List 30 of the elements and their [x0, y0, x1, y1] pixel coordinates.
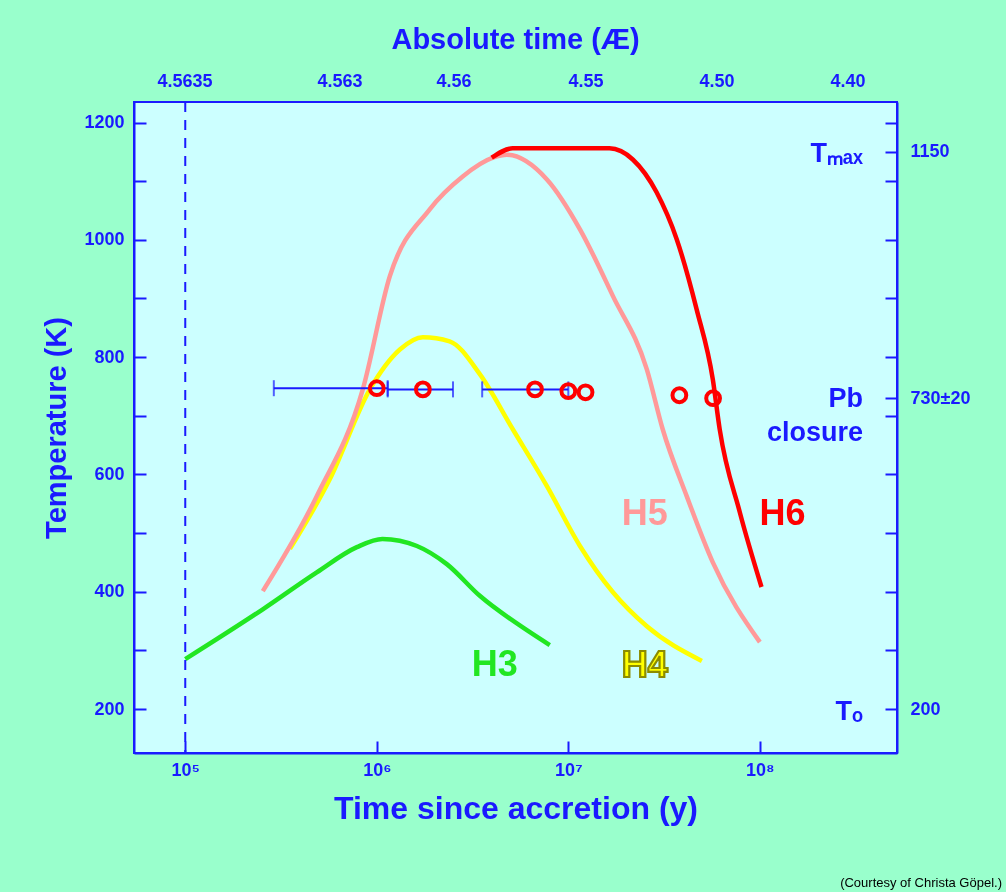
- text: 4.56: [436, 71, 472, 91]
- annotation: Tₘₐₓ: [810, 138, 864, 168]
- text: 4.563: [317, 71, 363, 91]
- y-tick-label: 1200: [84, 112, 125, 133]
- text: (Courtesy of Christa Göpel.): [840, 875, 1002, 890]
- series-label: H3: [471, 643, 518, 685]
- y2-tick-label: 730±20: [910, 387, 971, 408]
- text: 4.55: [568, 71, 604, 91]
- y-tick-label: 800: [94, 346, 125, 367]
- y-tick-label: 400: [94, 581, 125, 602]
- text: 4.50: [699, 71, 735, 91]
- y-axis-title: Temperature (K): [40, 317, 73, 539]
- series-label: H4: [621, 643, 668, 685]
- annotation: Pb closure: [766, 383, 863, 447]
- y-tick-label: 600: [94, 463, 125, 484]
- series-label: H5: [621, 492, 668, 534]
- text: 4.5635: [157, 71, 213, 91]
- x-tick-label: 10⁵: [171, 759, 200, 780]
- y-tick-label: 1000: [84, 229, 125, 250]
- y2-tick-label: 200: [910, 698, 941, 719]
- x-tick-label: 10⁶: [363, 759, 392, 780]
- y-tick-label: 200: [94, 698, 125, 719]
- x-axis-title: Time since accretion (y): [334, 789, 698, 826]
- x-tick-label: 10⁸: [746, 759, 775, 780]
- y2-tick-label: 1150: [910, 141, 950, 162]
- text: Absolute time (Æ): [391, 23, 640, 55]
- text: 4.40: [830, 71, 866, 91]
- x-tick-label: 10⁷: [555, 759, 583, 780]
- annotation: Tₒ: [835, 696, 863, 726]
- series-label: H6: [759, 492, 806, 534]
